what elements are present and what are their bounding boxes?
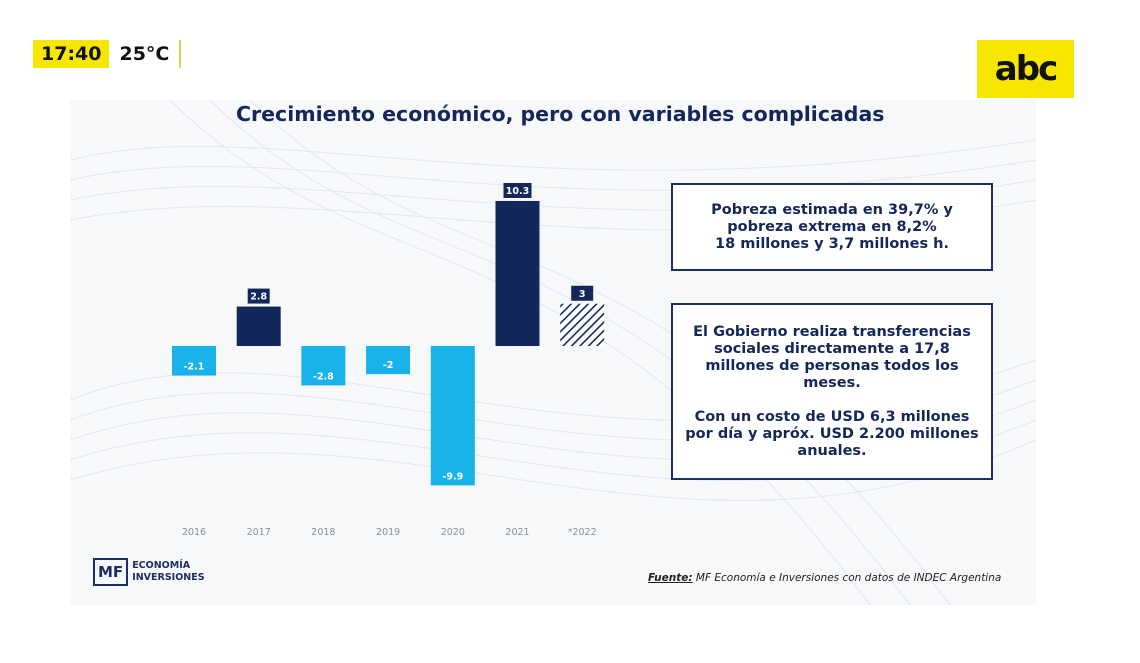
x-tick-*2022: *2022 xyxy=(568,527,597,538)
data-label-bg-2019 xyxy=(377,357,400,373)
transfers-line-1: El Gobierno realiza transferencias xyxy=(693,323,971,340)
clock-time: 17:40 xyxy=(33,40,110,68)
data-label-2017: 2.8 xyxy=(250,292,267,303)
channel-logo: abc xyxy=(977,40,1074,98)
mf-brand-logo: MF ECONOMÍA INVERSIONES xyxy=(93,558,205,586)
x-tick-2017: 2017 xyxy=(247,527,271,538)
bar-*2022 xyxy=(560,303,605,346)
cost-line-2: por día y apróx. USD 2.200 millones xyxy=(685,425,979,442)
source-text: MF Economía e Inversiones con datos de I… xyxy=(692,572,1002,584)
time-temperature-badge: 17:40 25°C xyxy=(33,40,182,68)
poverty-info-box: Pobreza estimada en 39,7% y pobreza extr… xyxy=(671,183,993,271)
data-label-2018: -2.8 xyxy=(313,371,334,382)
poverty-line-1: Pobreza estimada en 39,7% y xyxy=(711,201,953,218)
data-label-bg-2020 xyxy=(438,468,467,484)
data-label-2021: 10.3 xyxy=(506,186,529,197)
mf-mark: MF xyxy=(93,558,129,586)
x-tick-2019: 2019 xyxy=(376,527,400,538)
x-tick-2020: 2020 xyxy=(441,527,465,538)
data-label-bg-2018 xyxy=(309,368,338,384)
data-label-2019: -2 xyxy=(383,360,394,371)
data-label-*2022: 3 xyxy=(579,289,586,300)
brand-line-2: INVERSIONES xyxy=(132,572,205,583)
source-label: Fuente: xyxy=(648,572,693,584)
data-label-bg-2016 xyxy=(180,358,208,374)
cost-line-1: Con un costo de USD 6,3 millones xyxy=(694,408,970,425)
data-label-bg-*2022 xyxy=(571,285,594,301)
transfers-info-box: El Gobierno realiza transferencias socia… xyxy=(671,303,993,480)
slide-title: Crecimiento económico, pero con variable… xyxy=(236,102,885,126)
data-label-2016: -2.1 xyxy=(184,362,205,373)
data-label-bg-2021 xyxy=(503,182,532,198)
data-label-bg-2017 xyxy=(247,288,270,304)
poverty-line-3: 18 millones y 3,7 millones h. xyxy=(715,235,949,252)
temperature: 25°C xyxy=(109,40,182,68)
transfers-line-4: meses. xyxy=(803,374,861,391)
poverty-line-2: pobreza extrema en 8,2% xyxy=(727,218,937,235)
data-label-2020: -9.9 xyxy=(442,471,463,482)
transfers-line-3: millones de personas todos los xyxy=(705,357,959,374)
cost-line-3: anuales. xyxy=(797,442,867,459)
brand-line-1: ECONOMÍA xyxy=(132,560,191,571)
x-tick-2018: 2018 xyxy=(311,527,335,538)
bar-2021 xyxy=(495,200,540,346)
bar-2017 xyxy=(236,306,281,346)
x-tick-2021: 2021 xyxy=(505,527,529,538)
transfers-line-2: sociales directamente a 17,8 xyxy=(714,340,950,357)
x-tick-2016: 2016 xyxy=(182,527,206,538)
bar-2020 xyxy=(430,346,475,486)
source-note: Fuente: MF Economía e Inversiones con da… xyxy=(648,572,1001,584)
